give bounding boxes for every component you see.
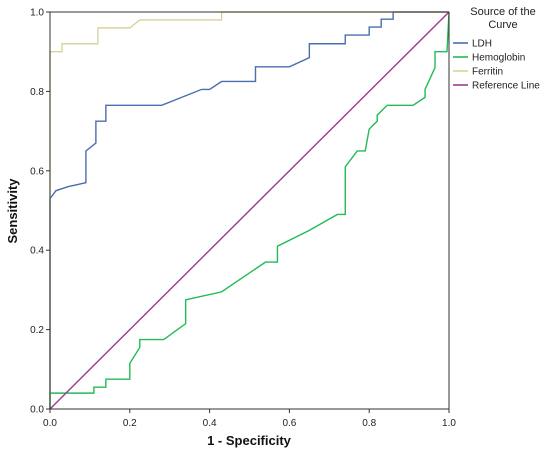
x-tick-label: 0.0	[43, 418, 57, 429]
legend-label-ferritin: Ferritin	[472, 67, 503, 78]
legend: Source of the Curve LDH Hemoglobin Ferriti…	[453, 6, 540, 92]
legend-label-ldh: LDH	[472, 39, 492, 50]
x-tick-label: 0.2	[123, 418, 137, 429]
series-line-hemoglobin	[49, 11, 450, 409]
series-line-ferritin	[49, 11, 449, 409]
y-tick-label: 0.0	[30, 405, 44, 416]
series-line-ldh	[49, 11, 449, 409]
legend-items: LDH Hemoglobin Ferritin Reference Line	[453, 39, 540, 92]
x-tick-label: 0.4	[203, 418, 217, 429]
series-line-reference-line	[49, 11, 450, 410]
x-axis-ticks: 0.0 0.2 0.4 0.6 0.8 1.0	[43, 409, 456, 429]
y-tick-label: 0.2	[30, 325, 44, 336]
y-axis-title: Sensitivity	[5, 178, 20, 244]
x-tick-label: 0.6	[282, 418, 296, 429]
plot-area: 0.0 0.2 0.4 0.6 0.8 1.0 0.0 0.2 0.4 0.6 0.8 1.0	[30, 8, 456, 430]
y-tick-label: 0.8	[30, 87, 44, 98]
legend-label-hemoglobin: Hemoglobin	[472, 53, 525, 64]
y-tick-label: 0.4	[30, 246, 44, 257]
x-tick-label: 0.8	[362, 418, 376, 429]
x-axis-title: 1 - Specificity	[207, 433, 292, 448]
y-tick-label: 0.6	[30, 166, 44, 177]
legend-title-line2: Curve	[488, 19, 517, 31]
y-axis-ticks: 0.0 0.2 0.4 0.6 0.8 1.0	[30, 8, 50, 416]
series-layer	[49, 11, 450, 410]
x-tick-label: 1.0	[442, 418, 456, 429]
legend-title-line1: Source of the	[470, 6, 535, 18]
legend-label-reference-line: Reference Line	[472, 81, 540, 92]
y-tick-label: 1.0	[30, 8, 44, 19]
